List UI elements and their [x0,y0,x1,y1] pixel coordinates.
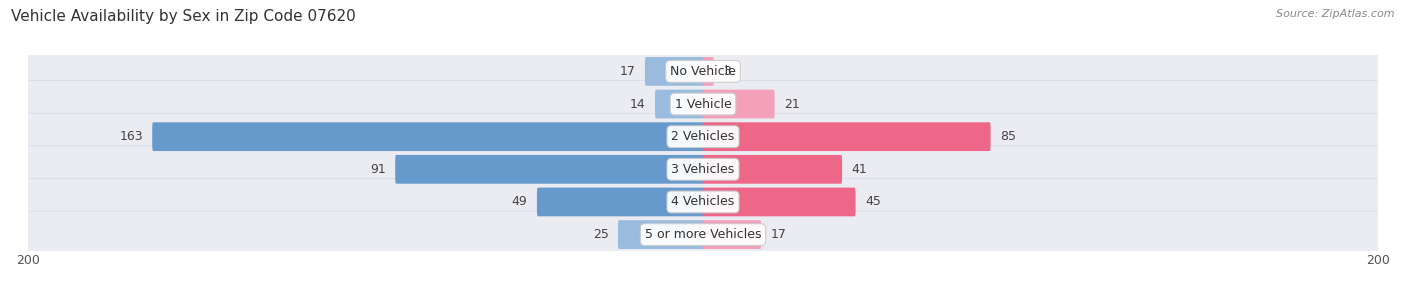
Text: 49: 49 [512,196,527,208]
Text: 4 Vehicles: 4 Vehicles [672,196,734,208]
FancyBboxPatch shape [27,80,1379,128]
FancyBboxPatch shape [702,122,991,151]
Text: 41: 41 [852,163,868,176]
FancyBboxPatch shape [152,122,704,151]
Text: 85: 85 [1000,130,1017,143]
Text: 163: 163 [120,130,143,143]
FancyBboxPatch shape [655,90,704,118]
Text: 91: 91 [370,163,385,176]
Text: 17: 17 [770,228,786,241]
Text: 2 Vehicles: 2 Vehicles [672,130,734,143]
FancyBboxPatch shape [645,57,704,86]
FancyBboxPatch shape [702,188,856,216]
FancyBboxPatch shape [702,155,842,184]
Text: 45: 45 [865,196,880,208]
FancyBboxPatch shape [702,90,775,118]
FancyBboxPatch shape [27,48,1379,95]
Text: 14: 14 [630,98,645,110]
FancyBboxPatch shape [617,220,704,249]
Text: 5 or more Vehicles: 5 or more Vehicles [645,228,761,241]
FancyBboxPatch shape [27,146,1379,193]
Text: 1 Vehicle: 1 Vehicle [675,98,731,110]
FancyBboxPatch shape [702,57,714,86]
Text: No Vehicle: No Vehicle [671,65,735,78]
FancyBboxPatch shape [537,188,704,216]
Text: 17: 17 [620,65,636,78]
Text: 25: 25 [593,228,609,241]
FancyBboxPatch shape [395,155,704,184]
FancyBboxPatch shape [27,211,1379,258]
FancyBboxPatch shape [27,178,1379,226]
Text: 3 Vehicles: 3 Vehicles [672,163,734,176]
Text: 21: 21 [785,98,800,110]
FancyBboxPatch shape [27,113,1379,160]
Text: Source: ZipAtlas.com: Source: ZipAtlas.com [1277,9,1395,19]
Text: 3: 3 [723,65,731,78]
Text: Vehicle Availability by Sex in Zip Code 07620: Vehicle Availability by Sex in Zip Code … [11,9,356,24]
FancyBboxPatch shape [702,220,761,249]
